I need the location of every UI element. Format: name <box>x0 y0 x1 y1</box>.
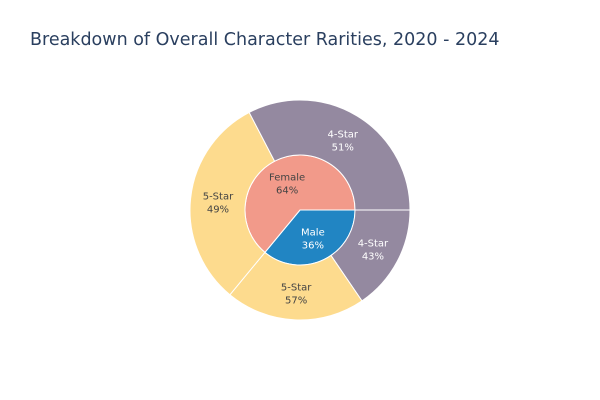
outer-label-female-4-star: 4-Star 51% <box>328 129 359 153</box>
chart-title: Breakdown of Overall Character Rarities,… <box>30 30 500 50</box>
inner-label-female: Female 64% <box>269 173 305 197</box>
outer-label-male-5-star: 5-Star 57% <box>281 282 312 306</box>
outer-slice-female-4-star[interactable] <box>248 99 411 211</box>
inner-label-male: Male 36% <box>301 227 325 251</box>
outer-slice-male-5-star[interactable] <box>229 251 363 321</box>
outer-label-male-4-star: 4-Star 43% <box>358 239 389 263</box>
outer-slice-female-5-star[interactable] <box>189 111 276 296</box>
outer-label-female-5-star: 5-Star 49% <box>203 191 234 215</box>
